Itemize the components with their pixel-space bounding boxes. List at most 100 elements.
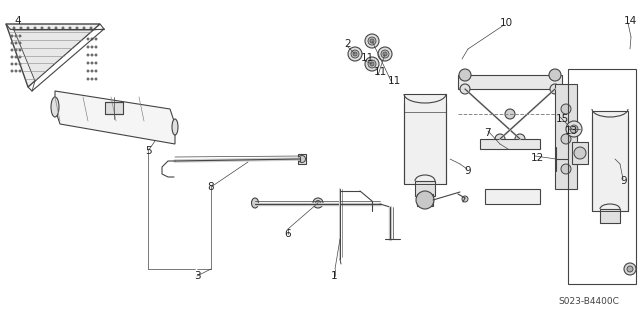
Circle shape xyxy=(11,70,13,72)
Bar xyxy=(298,154,306,164)
Text: 6: 6 xyxy=(284,229,291,239)
Ellipse shape xyxy=(172,119,178,135)
Text: 14: 14 xyxy=(624,16,637,26)
Circle shape xyxy=(19,63,21,65)
Text: 11: 11 xyxy=(388,76,401,86)
Text: 7: 7 xyxy=(484,128,491,138)
Circle shape xyxy=(87,46,89,48)
Circle shape xyxy=(87,38,89,40)
Circle shape xyxy=(34,27,36,29)
Text: S023-B4400C: S023-B4400C xyxy=(558,296,619,306)
Circle shape xyxy=(566,121,582,137)
Circle shape xyxy=(15,63,17,65)
Circle shape xyxy=(624,263,636,275)
Bar xyxy=(568,69,636,284)
Circle shape xyxy=(90,27,92,29)
Circle shape xyxy=(353,52,357,56)
Circle shape xyxy=(20,27,22,29)
Text: 13: 13 xyxy=(565,126,579,136)
Circle shape xyxy=(95,70,97,72)
Ellipse shape xyxy=(252,198,259,208)
Circle shape xyxy=(351,50,359,58)
Circle shape xyxy=(15,56,17,58)
Circle shape xyxy=(495,134,505,144)
Circle shape xyxy=(19,49,21,51)
Circle shape xyxy=(368,60,376,68)
Polygon shape xyxy=(55,91,175,144)
Circle shape xyxy=(19,35,21,37)
Polygon shape xyxy=(6,24,100,87)
Circle shape xyxy=(368,37,376,45)
Circle shape xyxy=(462,196,468,202)
Bar xyxy=(415,181,435,196)
Circle shape xyxy=(515,134,525,144)
Circle shape xyxy=(95,38,97,40)
Circle shape xyxy=(48,27,50,29)
Circle shape xyxy=(348,47,362,61)
Bar xyxy=(600,209,620,223)
Circle shape xyxy=(298,155,305,162)
Circle shape xyxy=(55,27,57,29)
Text: 9: 9 xyxy=(620,176,627,186)
Circle shape xyxy=(378,47,392,61)
Circle shape xyxy=(383,52,387,56)
Circle shape xyxy=(570,125,578,133)
Circle shape xyxy=(11,56,13,58)
Circle shape xyxy=(15,49,17,51)
Text: 4: 4 xyxy=(14,16,20,26)
Circle shape xyxy=(550,84,560,94)
Circle shape xyxy=(91,46,93,48)
Circle shape xyxy=(95,54,97,56)
Bar xyxy=(555,84,577,189)
Polygon shape xyxy=(14,30,93,81)
Circle shape xyxy=(19,56,21,58)
Bar xyxy=(458,75,562,89)
Text: 2: 2 xyxy=(344,39,351,49)
Circle shape xyxy=(91,78,93,80)
Text: 8: 8 xyxy=(207,182,214,192)
Bar xyxy=(105,102,123,114)
Circle shape xyxy=(15,70,17,72)
Circle shape xyxy=(561,164,571,174)
Bar xyxy=(592,111,628,211)
Circle shape xyxy=(11,35,13,37)
Circle shape xyxy=(460,84,470,94)
Bar xyxy=(572,142,588,164)
Text: 5: 5 xyxy=(145,146,152,156)
Circle shape xyxy=(69,27,71,29)
Circle shape xyxy=(91,38,93,40)
Circle shape xyxy=(416,191,434,209)
Circle shape xyxy=(561,134,571,144)
Bar xyxy=(480,139,540,149)
Circle shape xyxy=(19,70,21,72)
Circle shape xyxy=(370,62,374,66)
Circle shape xyxy=(13,27,15,29)
Circle shape xyxy=(41,27,44,29)
Circle shape xyxy=(19,42,21,44)
Circle shape xyxy=(365,57,379,71)
Circle shape xyxy=(505,109,515,119)
Circle shape xyxy=(87,62,89,64)
Circle shape xyxy=(91,54,93,56)
Bar xyxy=(485,189,540,204)
Text: 15: 15 xyxy=(556,114,569,124)
Circle shape xyxy=(459,69,471,81)
Circle shape xyxy=(83,27,85,29)
Text: 1: 1 xyxy=(331,271,338,281)
Text: 12: 12 xyxy=(531,153,544,163)
Circle shape xyxy=(95,78,97,80)
Circle shape xyxy=(381,50,389,58)
Circle shape xyxy=(549,69,561,81)
Circle shape xyxy=(87,54,89,56)
Circle shape xyxy=(91,62,93,64)
Circle shape xyxy=(95,46,97,48)
Circle shape xyxy=(370,39,374,43)
Text: 9: 9 xyxy=(464,166,470,176)
Circle shape xyxy=(27,27,29,29)
Text: 10: 10 xyxy=(500,18,513,28)
Circle shape xyxy=(11,42,13,44)
Circle shape xyxy=(15,35,17,37)
Circle shape xyxy=(87,78,89,80)
Ellipse shape xyxy=(51,97,59,117)
Circle shape xyxy=(11,49,13,51)
